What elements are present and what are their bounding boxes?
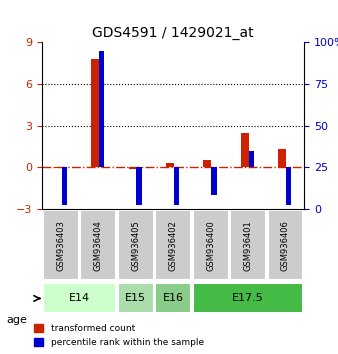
Bar [203,160,211,167]
FancyBboxPatch shape [43,284,116,313]
Text: GSM936403: GSM936403 [56,220,66,271]
Text: GSM936401: GSM936401 [244,220,252,270]
Text: E17.5: E17.5 [232,293,264,303]
Bar [166,163,174,167]
Text: GSM936404: GSM936404 [94,220,103,270]
FancyBboxPatch shape [155,210,191,280]
Bar [54,167,62,168]
Text: E16: E16 [163,293,184,303]
Text: GSM936400: GSM936400 [206,220,215,270]
Bar [137,167,142,205]
Bar [91,59,99,167]
Bar [241,132,249,167]
Text: GSM936406: GSM936406 [281,220,290,271]
Text: GSM936405: GSM936405 [131,220,140,270]
Text: E15: E15 [125,293,146,303]
Bar [99,51,104,167]
Bar [62,167,67,205]
FancyBboxPatch shape [80,210,116,280]
FancyBboxPatch shape [193,284,304,313]
Text: E14: E14 [69,293,90,303]
Text: GSM936402: GSM936402 [169,220,178,270]
Text: age: age [7,315,28,325]
Title: GDS4591 / 1429021_at: GDS4591 / 1429021_at [92,26,254,40]
FancyBboxPatch shape [230,210,266,280]
FancyBboxPatch shape [43,210,79,280]
FancyBboxPatch shape [193,210,228,280]
Legend: transformed count, percentile rank within the sample: transformed count, percentile rank withi… [31,321,206,349]
Bar [286,167,291,205]
Bar [174,167,179,205]
FancyBboxPatch shape [268,210,304,280]
FancyBboxPatch shape [155,284,191,313]
Bar [128,167,137,169]
FancyBboxPatch shape [118,284,154,313]
FancyBboxPatch shape [118,210,154,280]
Bar [249,150,254,167]
Bar [278,149,286,167]
Bar [211,167,217,195]
